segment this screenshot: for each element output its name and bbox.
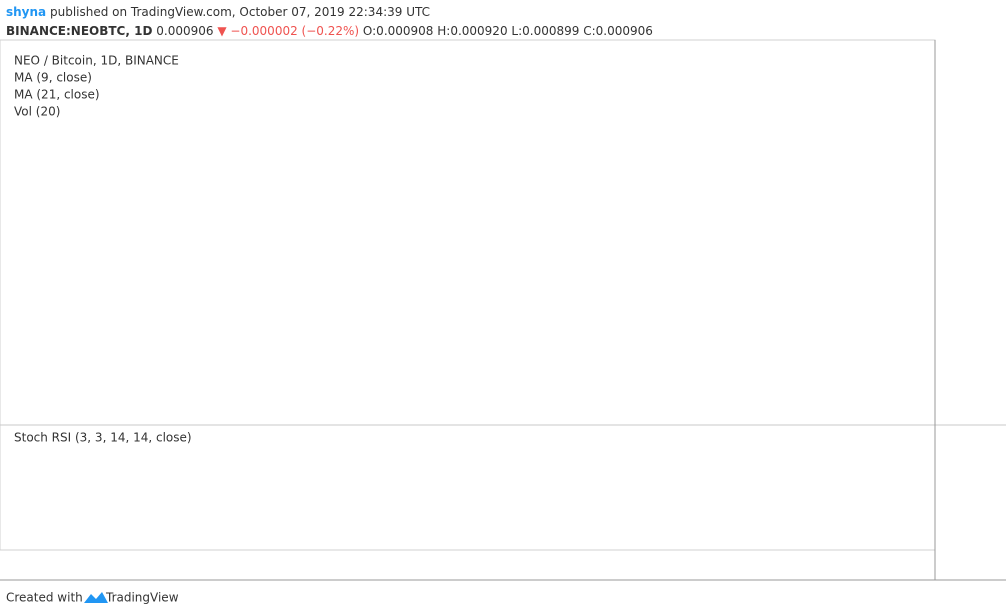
arrow: ▼ bbox=[217, 24, 227, 38]
ohlc: O:0.000908 H:0.000920 L:0.000899 C:0.000… bbox=[363, 24, 653, 38]
change: −0.000002 (−0.22%) bbox=[230, 24, 359, 38]
brand-logo bbox=[84, 592, 108, 603]
legend-entry: MA (9, close) bbox=[14, 71, 92, 85]
oscillator-title: Stoch RSI (3, 3, 14, 14, close) bbox=[14, 431, 192, 445]
user: shyna bbox=[6, 5, 46, 19]
legend-entry: Vol (20) bbox=[14, 105, 60, 119]
last: 0.000906 bbox=[156, 24, 213, 38]
footer-created: Created with bbox=[6, 591, 83, 605]
symbol-line: BINANCE:NEOBTC, 1D 0.000906 ▼ −0.000002 … bbox=[6, 24, 653, 38]
plot-frame bbox=[0, 39, 936, 551]
footer-brand: TradingView bbox=[105, 591, 179, 605]
published: published on TradingView.com, October 07… bbox=[50, 5, 430, 19]
legend-entry: MA (21, close) bbox=[14, 88, 100, 102]
chart-title: NEO / Bitcoin, 1D, BINANCE bbox=[14, 54, 179, 68]
symbol: BINANCE:NEOBTC, 1D bbox=[6, 24, 152, 38]
publisher-line: shyna published on TradingView.com, Octo… bbox=[6, 5, 430, 19]
